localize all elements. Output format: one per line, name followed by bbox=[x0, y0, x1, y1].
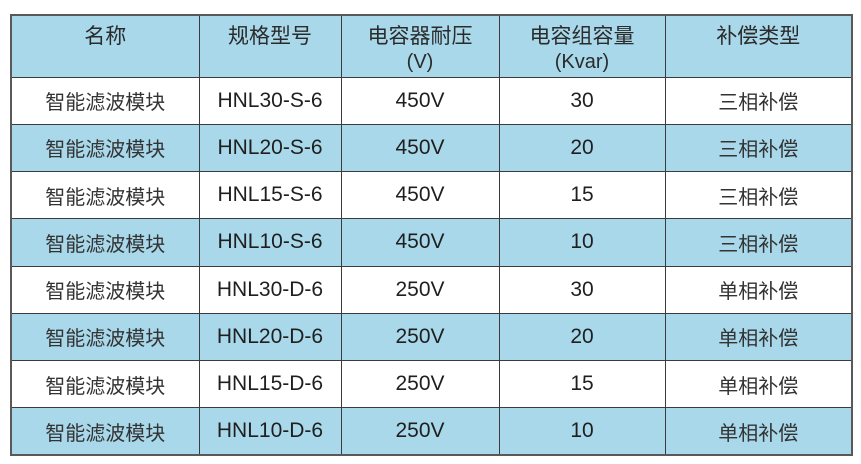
cell-compensation: 单相补偿 bbox=[664, 265, 853, 314]
header-voltage-unit: (V) bbox=[406, 51, 434, 73]
cell-name: 智能滤波模块 bbox=[10, 123, 200, 173]
header-compensation: 补偿类型 bbox=[664, 14, 853, 78]
cell-model: HNL20-S-6 bbox=[198, 123, 342, 173]
table-row: 智能滤波模块 HNL30-S-6 450V 30 三相补偿 bbox=[10, 76, 853, 125]
header-model: 规格型号 bbox=[198, 14, 342, 78]
cell-name: 智能滤波模块 bbox=[10, 76, 200, 125]
cell-name: 智能滤波模块 bbox=[10, 407, 200, 456]
cell-name: 智能滤波模块 bbox=[10, 312, 200, 362]
cell-capacity: 20 bbox=[498, 123, 666, 173]
cell-model: HNL15-S-6 bbox=[198, 170, 342, 220]
cell-model: HNL15-D-6 bbox=[198, 359, 342, 409]
cell-voltage: 450V bbox=[340, 76, 500, 125]
table-row: 智能滤波模块 HNL15-S-6 450V 15 三相补偿 bbox=[10, 170, 853, 220]
cell-capacity: 15 bbox=[498, 170, 666, 220]
table-row: 智能滤波模块 HNL30-D-6 250V 30 单相补偿 bbox=[10, 265, 853, 314]
cell-capacity: 20 bbox=[498, 312, 666, 362]
header-capacity-label: 电容组容量 bbox=[529, 24, 635, 48]
cell-voltage: 450V bbox=[340, 123, 500, 173]
cell-capacity: 30 bbox=[498, 76, 666, 125]
cell-compensation: 单相补偿 bbox=[664, 407, 853, 456]
cell-compensation: 单相补偿 bbox=[664, 312, 853, 362]
cell-model: HNL10-S-6 bbox=[198, 218, 342, 267]
cell-capacity: 30 bbox=[498, 265, 666, 314]
header-capacity: 电容组容量 (Kvar) bbox=[498, 14, 666, 78]
cell-name: 智能滤波模块 bbox=[10, 218, 200, 267]
header-name: 名称 bbox=[10, 14, 200, 78]
cell-voltage: 250V bbox=[340, 312, 500, 362]
header-name-label: 名称 bbox=[84, 24, 127, 48]
spec-table: 名称 规格型号 电容器耐压 (V) 电容组容量 (Kvar) 补偿类型 智能滤波模块… bbox=[10, 14, 853, 456]
header-capacity-unit: (Kvar) bbox=[554, 51, 610, 73]
cell-capacity: 10 bbox=[498, 407, 666, 456]
cell-compensation: 三相补偿 bbox=[664, 123, 853, 173]
cell-model: HNL10-D-6 bbox=[198, 407, 342, 456]
cell-voltage: 450V bbox=[340, 170, 500, 220]
cell-voltage: 250V bbox=[340, 407, 500, 456]
header-compensation-label: 补偿类型 bbox=[716, 24, 801, 48]
table-row: 智能滤波模块 HNL20-S-6 450V 20 三相补偿 bbox=[10, 123, 853, 173]
cell-model: HNL30-S-6 bbox=[198, 76, 342, 125]
header-model-label: 规格型号 bbox=[228, 24, 312, 48]
header-row: 名称 规格型号 电容器耐压 (V) 电容组容量 (Kvar) 补偿类型 bbox=[10, 14, 853, 78]
table-row: 智能滤波模块 HNL15-D-6 250V 15 单相补偿 bbox=[10, 359, 853, 409]
cell-compensation: 三相补偿 bbox=[664, 170, 853, 220]
cell-compensation: 三相补偿 bbox=[664, 76, 853, 125]
table-row: 智能滤波模块 HNL10-S-6 450V 10 三相补偿 bbox=[10, 218, 853, 267]
table-row: 智能滤波模块 HNL20-D-6 250V 20 单相补偿 bbox=[10, 312, 853, 362]
header-voltage-label: 电容器耐压 bbox=[367, 24, 473, 48]
cell-voltage: 250V bbox=[340, 265, 500, 314]
cell-capacity: 10 bbox=[498, 218, 666, 267]
table-header: 名称 规格型号 电容器耐压 (V) 电容组容量 (Kvar) 补偿类型 bbox=[10, 14, 853, 78]
cell-model: HNL20-D-6 bbox=[198, 312, 342, 362]
cell-voltage: 450V bbox=[340, 218, 500, 267]
header-voltage: 电容器耐压 (V) bbox=[340, 14, 500, 78]
cell-name: 智能滤波模块 bbox=[10, 265, 200, 314]
cell-model: HNL30-D-6 bbox=[198, 265, 342, 314]
table-body: 智能滤波模块 HNL30-S-6 450V 30 三相补偿 智能滤波模块 HNL… bbox=[10, 76, 853, 456]
cell-capacity: 15 bbox=[498, 359, 666, 409]
cell-name: 智能滤波模块 bbox=[10, 359, 200, 409]
cell-name: 智能滤波模块 bbox=[10, 170, 200, 220]
table-row: 智能滤波模块 HNL10-D-6 250V 10 单相补偿 bbox=[10, 407, 853, 456]
cell-compensation: 三相补偿 bbox=[664, 218, 853, 267]
cell-compensation: 单相补偿 bbox=[664, 359, 853, 409]
cell-voltage: 250V bbox=[340, 359, 500, 409]
